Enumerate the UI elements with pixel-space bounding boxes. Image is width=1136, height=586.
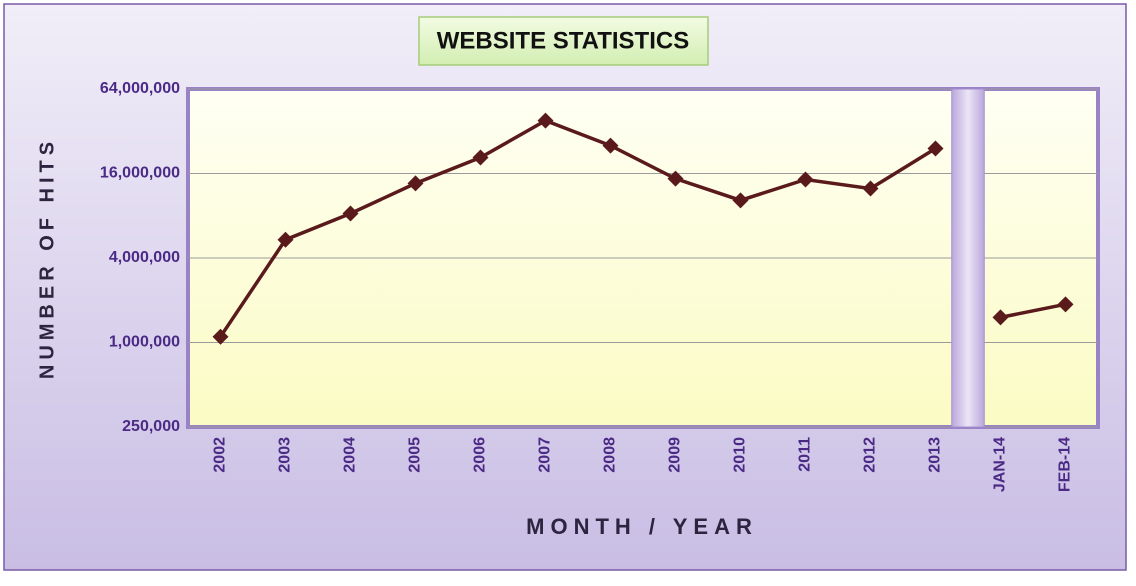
x-tick-label: 2013	[927, 437, 944, 473]
plot-layer: 250,000 1,000,000 4,000,000 16,000,000 64,00…	[100, 80, 1098, 492]
data-point	[667, 170, 684, 187]
x-axis-label: MONTH / YEAR	[526, 514, 758, 539]
data-point	[732, 192, 749, 209]
y-tick-label: 4,000,000	[109, 249, 180, 266]
x-tick-label: 2009	[667, 437, 684, 473]
series-line	[219, 118, 937, 338]
chart-title: WEBSITE STATISTICS	[437, 27, 689, 54]
x-tick-label: 2005	[407, 437, 424, 473]
data-point	[407, 175, 424, 192]
x-tick-label: JAN-14	[992, 437, 1009, 492]
data-point	[1057, 296, 1074, 313]
y-tick-label: 250,000	[122, 418, 180, 435]
x-tick-label: 2011	[797, 437, 814, 472]
x-tick-label: 2003	[277, 437, 294, 473]
x-tick-label: 2007	[537, 437, 554, 473]
data-point	[797, 171, 814, 188]
x-tick-label: 2004	[342, 437, 359, 473]
y-tick-label: 64,000,000	[100, 80, 180, 97]
x-tick-label: 2008	[602, 437, 619, 473]
x-tick-label: 2002	[212, 437, 229, 473]
x-tick-label: 2006	[472, 437, 489, 473]
data-point	[212, 328, 229, 345]
data-point	[472, 149, 489, 166]
title-box	[418, 16, 709, 66]
y-tick-label: 1,000,000	[109, 334, 180, 351]
data-point	[342, 205, 359, 222]
x-tick-label: 2012	[862, 437, 879, 473]
data-point	[602, 137, 619, 154]
separator	[951, 88, 985, 428]
data-point	[927, 140, 944, 157]
data-point	[537, 112, 554, 129]
x-tick-label: FEB-14	[1057, 437, 1074, 492]
y-tick-label: 16,000,000	[100, 165, 180, 182]
data-point	[277, 231, 294, 248]
data-point	[992, 309, 1009, 326]
data-point	[862, 180, 879, 197]
x-tick-label: 2010	[732, 437, 749, 473]
y-axis-label: NUMBER OF HITS	[36, 137, 58, 379]
series-line	[1000, 302, 1066, 320]
